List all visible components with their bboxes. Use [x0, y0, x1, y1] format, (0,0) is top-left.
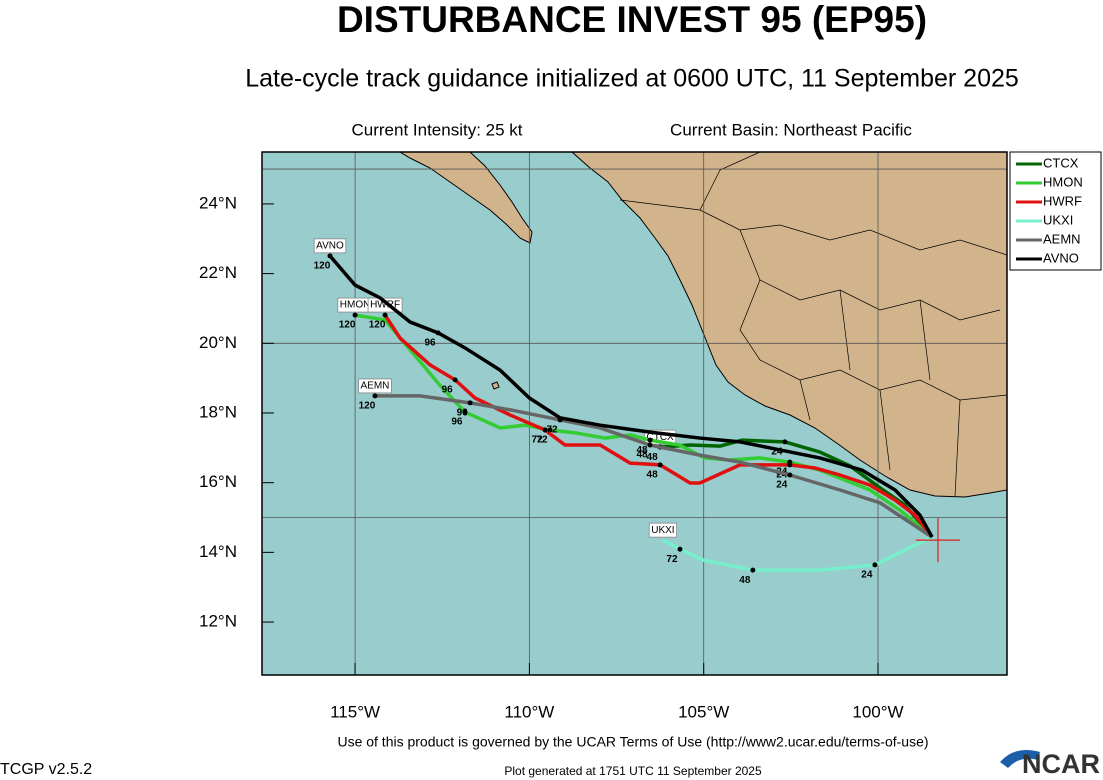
hour-label: 48 [647, 470, 659, 481]
baja-california [398, 151, 533, 244]
model-label-box [648, 522, 677, 538]
logo-mark [1000, 749, 1040, 768]
chart-title: DISTURBANCE INVEST 95 (EP95) [337, 0, 927, 40]
model-label-box [313, 238, 347, 254]
hour-label: 24 [771, 447, 783, 458]
track-line [354, 313, 934, 539]
hour-point [647, 442, 653, 448]
hour-point [677, 546, 683, 552]
hour-point [787, 472, 793, 478]
hour-label: 24 [861, 570, 873, 581]
hour-label: 120 [339, 320, 356, 331]
hour-label: 96 [457, 408, 469, 419]
hour-label: 24 [776, 480, 788, 491]
y-tick-label: 24°N [199, 193, 237, 212]
legend-label: AVNO [1043, 250, 1079, 265]
hour-point [352, 312, 358, 318]
hour-label: 72 [532, 435, 544, 446]
model-label: HMON [340, 300, 371, 311]
chart-subtitle: Late-cycle track guidance initialized at… [245, 65, 1019, 93]
hour-label: 120 [359, 401, 376, 412]
track-line [660, 438, 934, 539]
state-border [619, 199, 1008, 256]
x-tick-label: 115°W [330, 702, 380, 721]
track-line [328, 254, 934, 538]
hour-point [750, 567, 756, 573]
x-tick-label: 105°W [678, 702, 729, 721]
hour-point [647, 437, 653, 443]
y-tick-label: 22°N [199, 263, 237, 282]
track-line [662, 535, 933, 572]
y-tick-label: 12°N [199, 612, 237, 631]
legend-label: CTCX [1043, 155, 1079, 170]
legend-box [1009, 151, 1102, 271]
terms-text: Use of this product is governed by the U… [337, 734, 928, 750]
hour-point [872, 562, 878, 568]
model-label-box [358, 378, 392, 394]
model-label: AEMN [360, 381, 389, 392]
version-text: TCGP v2.5.2 [0, 761, 92, 778]
legend-label: HMON [1043, 174, 1083, 189]
y-tick-label: 18°N [199, 402, 237, 421]
hour-point [327, 253, 333, 259]
hour-label: 120 [369, 320, 386, 331]
generated-text: Plot generated at 1751 UTC 11 September … [504, 764, 762, 778]
basin-text: Current Basin: Northeast Pacific [670, 120, 912, 139]
logo-text: NCAR [1022, 749, 1100, 779]
state-border [699, 151, 1001, 321]
state-border [799, 289, 961, 497]
plot-frame [261, 151, 1008, 676]
y-tick-label: 14°N [199, 542, 237, 561]
hour-label: 48 [636, 450, 648, 461]
hour-label: 48 [636, 445, 648, 456]
hour-point [782, 439, 788, 445]
hour-label: 96 [451, 417, 463, 428]
y-tick-label: 20°N [199, 333, 237, 352]
current-position [915, 518, 960, 563]
borders [619, 151, 1008, 497]
hour-label: 72 [666, 554, 678, 565]
hour-label: 48 [647, 452, 659, 463]
mainland [570, 151, 1008, 498]
hour-point [462, 409, 468, 415]
hour-label: 72 [536, 435, 548, 446]
hour-point [372, 393, 378, 399]
state-border [739, 279, 1008, 401]
hour-point [382, 312, 388, 318]
legend-label: AEMN [1043, 231, 1081, 246]
hour-label: 48 [739, 575, 751, 586]
hour-label: 120 [314, 260, 331, 271]
hour-point [787, 462, 793, 468]
hour-point [542, 427, 548, 433]
hour-label: 96 [424, 337, 436, 348]
hour-label: 96 [442, 385, 454, 396]
hour-point [657, 462, 663, 468]
model-label: AVNO [316, 240, 344, 251]
model-label: HWRF [370, 300, 400, 311]
legend-label: UKXI [1043, 212, 1073, 227]
island [491, 381, 500, 390]
intensity-text: Current Intensity: 25 kt [351, 120, 522, 139]
y-tick-label: 16°N [199, 472, 237, 491]
legend-label: HWRF [1043, 193, 1082, 208]
x-tick-label: 110°W [504, 702, 554, 721]
x-tick-label: 100°W [852, 702, 903, 721]
model-label: UKXI [651, 525, 674, 536]
land [398, 151, 1008, 498]
hour-label: 24 [776, 470, 788, 481]
hour-point [452, 377, 458, 383]
hour-label: 72 [547, 425, 559, 436]
model-label: CTCX [647, 432, 675, 443]
hour-point [435, 330, 441, 336]
hour-point [467, 400, 473, 406]
